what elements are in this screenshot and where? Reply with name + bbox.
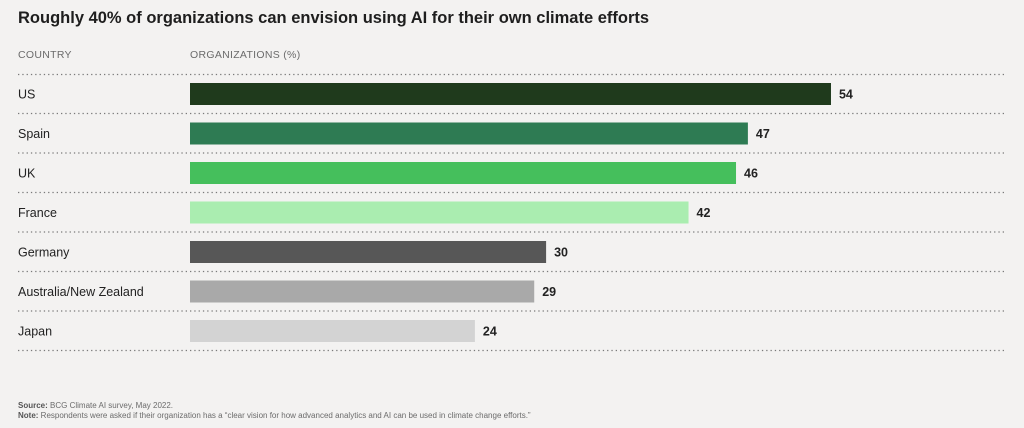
bar [190, 162, 737, 184]
source-line: Source: BCG Climate AI survey, May 2022. [18, 401, 531, 411]
bar [190, 241, 547, 263]
value-label: 47 [756, 127, 770, 141]
note-text: Respondents were asked if their organiza… [38, 411, 531, 420]
bar [190, 122, 748, 145]
chart-footer: Source: BCG Climate AI survey, May 2022.… [18, 401, 531, 421]
source-text: BCG Climate AI survey, May 2022. [47, 401, 174, 410]
category-label: Spain [18, 127, 50, 141]
source-label: Source: [18, 401, 48, 410]
value-label: 54 [839, 88, 853, 102]
value-label: 30 [554, 246, 568, 260]
note-line: Note: Respondents were asked if their or… [18, 411, 531, 421]
category-label: Japan [18, 325, 52, 339]
note-label: Note: [18, 411, 39, 420]
value-label: 42 [697, 206, 711, 220]
chart-title: Roughly 40% of organizations can envisio… [18, 9, 650, 27]
category-label: France [18, 206, 57, 220]
bar [190, 320, 475, 342]
category-label: UK [18, 167, 36, 181]
value-label: 29 [542, 285, 556, 299]
category-label: US [18, 88, 35, 102]
organizations-column-header: ORGANIZATIONS (%) [190, 49, 301, 61]
value-label: 24 [483, 325, 497, 339]
country-column-header: COUNTRY [18, 49, 72, 61]
category-label: Germany [18, 246, 70, 260]
category-label: Australia/New Zealand [18, 285, 144, 299]
bar [190, 83, 831, 105]
bar [190, 280, 535, 303]
bar [190, 201, 689, 224]
value-label: 46 [744, 167, 758, 181]
